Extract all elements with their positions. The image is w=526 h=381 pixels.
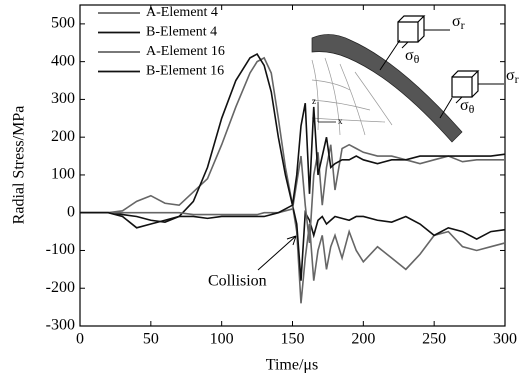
page: σr σθ σr σθ z x Collision Time/μs Radial… — [0, 0, 526, 381]
x-tick-label: 250 — [422, 331, 446, 348]
series-line — [80, 58, 505, 303]
x-tick-label: 200 — [351, 331, 375, 348]
y-tick-label: 300 — [51, 90, 75, 107]
series-line — [80, 145, 505, 243]
y-tick-label: 500 — [51, 15, 75, 32]
inset-label: x — [338, 116, 343, 126]
y-tick-label: 100 — [51, 166, 75, 183]
inset-mesh — [312, 34, 462, 142]
subscript: r — [515, 72, 519, 86]
subscript: θ — [469, 102, 475, 116]
subscript: θ — [414, 52, 420, 66]
x-tick-label: 100 — [210, 331, 234, 348]
inset-label: σr — [506, 67, 519, 86]
y-tick-label: -200 — [46, 279, 75, 296]
legend-label: B-Element 4 — [146, 25, 217, 40]
x-tick-label: 300 — [493, 331, 517, 348]
x-tick-label: 0 — [76, 331, 84, 348]
x-axis-title: Time/μs — [266, 357, 318, 374]
legend-label: B-Element 16 — [146, 64, 224, 79]
y-tick-label: 400 — [51, 52, 75, 69]
cube — [398, 16, 424, 42]
inset-label: σθ — [405, 47, 420, 66]
x-tick-label: 150 — [281, 331, 305, 348]
cube — [452, 71, 478, 97]
annotation: Collision — [208, 273, 267, 290]
y-tick-label: 200 — [51, 128, 75, 145]
inset-label: σr — [452, 13, 465, 32]
subscript: r — [461, 18, 465, 32]
y-tick-label: -300 — [46, 317, 75, 334]
y-axis-title: Radial Stress/MPa — [11, 106, 28, 225]
chart: σr σθ σr σθ z x Collision Time/μs Radial… — [0, 0, 526, 381]
series-line — [80, 54, 505, 281]
legend-label: A-Element 4 — [146, 5, 218, 20]
y-tick-label: -100 — [46, 241, 75, 258]
x-tick-label: 50 — [143, 331, 159, 348]
legend-label: A-Element 16 — [146, 44, 225, 59]
inset-label: σθ — [460, 97, 475, 116]
y-tick-label: 0 — [67, 203, 75, 220]
plot-frame — [80, 5, 505, 326]
annotation-arrow — [258, 236, 296, 270]
inset-label: z — [312, 96, 316, 106]
